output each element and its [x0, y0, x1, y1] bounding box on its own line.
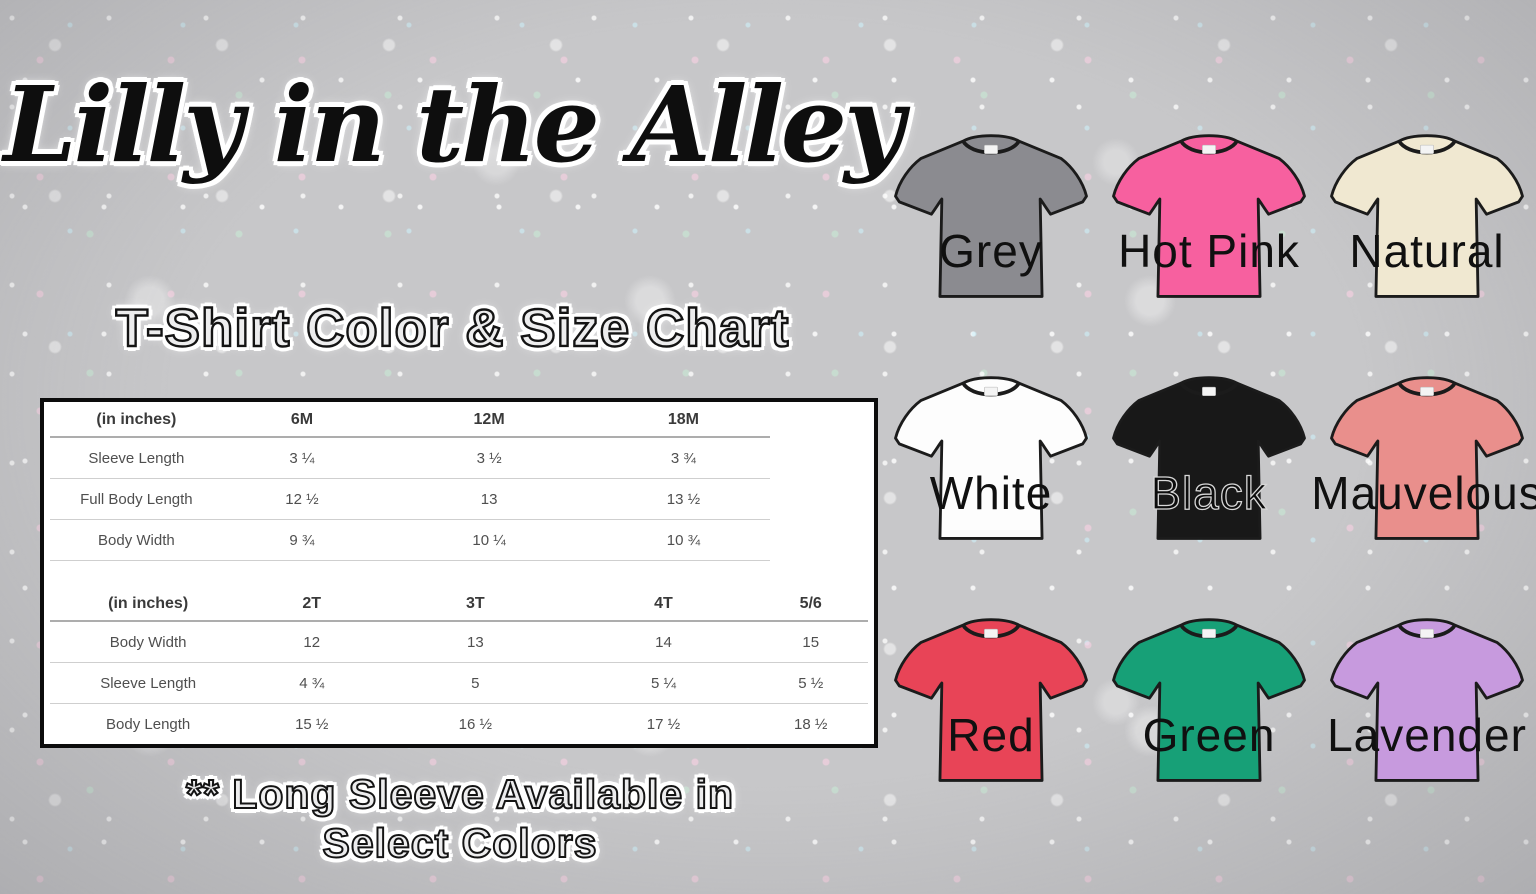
brand-logo: Lilly in the Alley	[3, 63, 905, 186]
size-table-infant: (in inches) 6M 12M 18M Sleeve Length 3 ¼…	[50, 403, 770, 561]
tshirt-icon	[1329, 133, 1525, 299]
color-swatch-lavender: Lavender	[1318, 602, 1536, 844]
tshirt-icon	[1329, 617, 1525, 783]
cell-value: 4 ¾	[299, 674, 325, 692]
tshirt-icon	[893, 133, 1089, 299]
table-header-row: (in inches) 6M 12M 18M	[50, 403, 770, 438]
cell-value: 9 ¾	[289, 531, 315, 549]
color-name: Green	[1142, 709, 1276, 762]
color-grid: Grey Hot Pink Natural White Black Mauvel…	[882, 118, 1536, 844]
tshirt-icon	[893, 617, 1089, 783]
color-name: Hot Pink	[1118, 225, 1300, 278]
column-header-18m: 18M	[667, 410, 699, 428]
cell-value: 18 ½	[794, 715, 828, 733]
cell-value: 3 ¾	[670, 449, 696, 467]
color-name: White	[929, 467, 1053, 520]
cell-value: 14	[655, 633, 672, 651]
color-swatch-red: Red	[882, 602, 1100, 844]
cell-value: 5 ½	[798, 674, 824, 692]
row-label: Body Width	[109, 633, 187, 651]
color-name: Red	[947, 709, 1035, 762]
column-header-4t: 4T	[654, 594, 673, 612]
row-label: Body Width	[98, 531, 175, 549]
color-name: Grey	[939, 225, 1043, 278]
tshirt-icon	[1111, 375, 1307, 541]
color-swatch-hot-pink: Hot Pink	[1100, 118, 1318, 360]
table-row: Body Length 15 ½ 16 ½ 17 ½ 18 ½	[50, 704, 868, 744]
size-table-toddler: (in inches) 2T 3T 4T 5/6 Body Width 12 1…	[50, 587, 868, 744]
unit-label: (in inches)	[108, 594, 189, 612]
column-header-6m: 6M	[290, 410, 314, 428]
cell-value: 12	[303, 633, 321, 651]
column-header-2t: 2T	[302, 594, 322, 612]
color-swatch-white: White	[882, 360, 1100, 602]
footnote-line2: Select Colors	[321, 819, 598, 867]
table-row: Sleeve Length 4 ¾ 5 5 ¼ 5 ½	[50, 663, 868, 704]
cell-value: 5 ¼	[650, 674, 676, 692]
color-swatch-black: Black	[1100, 360, 1318, 602]
cell-value: 10 ¾	[666, 531, 701, 549]
tshirt-icon	[893, 375, 1089, 541]
row-label: Body Length	[106, 715, 191, 733]
table-row: Sleeve Length 3 ¼ 3 ½ 3 ¾	[50, 438, 770, 479]
row-label: Full Body Length	[80, 490, 193, 508]
cell-value: 12 ½	[285, 490, 319, 508]
color-swatch-natural: Natural	[1318, 118, 1536, 360]
row-label: Sleeve Length	[100, 674, 197, 692]
cell-value: 15	[802, 633, 820, 651]
cell-value: 13 ½	[666, 490, 701, 508]
cell-value: 13	[467, 633, 484, 651]
cell-value: 16 ½	[458, 715, 493, 733]
cell-value: 10 ¼	[472, 531, 506, 549]
column-header-3t: 3T	[466, 594, 485, 612]
cell-value: 17 ½	[646, 715, 681, 733]
footnote-line1: ** Long Sleeve Available in	[185, 770, 735, 818]
cell-value: 3 ¼	[289, 449, 315, 467]
unit-label: (in inches)	[96, 410, 177, 428]
tshirt-icon	[1329, 375, 1525, 541]
cell-value: 13	[480, 490, 498, 508]
row-label: Sleeve Length	[88, 449, 185, 467]
table-header-row: (in inches) 2T 3T 4T 5/6	[50, 587, 868, 622]
cell-value: 3 ½	[476, 449, 502, 467]
table-row: Full Body Length 12 ½ 13 13 ½	[50, 479, 770, 520]
table-row: Body Width 9 ¾ 10 ¼ 10 ¾	[50, 520, 770, 561]
tshirt-icon	[1111, 617, 1307, 783]
cell-value: 5	[471, 674, 480, 692]
footnote: ** Long Sleeve Available in Select Color…	[55, 770, 865, 868]
size-chart: (in inches) 6M 12M 18M Sleeve Length 3 ¼…	[40, 398, 878, 748]
column-header-5-6: 5/6	[799, 594, 822, 612]
color-name: Mauvelous	[1311, 467, 1536, 520]
color-name: Black	[1150, 467, 1268, 520]
tshirt-icon	[1111, 133, 1307, 299]
color-swatch-grey: Grey	[882, 118, 1100, 360]
color-swatch-mauvelous: Mauvelous	[1311, 360, 1536, 602]
cell-value: 15 ½	[295, 715, 329, 733]
color-name: Lavender	[1327, 709, 1527, 762]
column-header-12m: 12M	[473, 410, 505, 428]
color-name: Natural	[1349, 225, 1505, 278]
color-swatch-green: Green	[1100, 602, 1318, 844]
page-title: T-Shirt Color & Size Chart	[114, 298, 790, 359]
table-row: Body Width 12 13 14 15	[50, 622, 868, 663]
